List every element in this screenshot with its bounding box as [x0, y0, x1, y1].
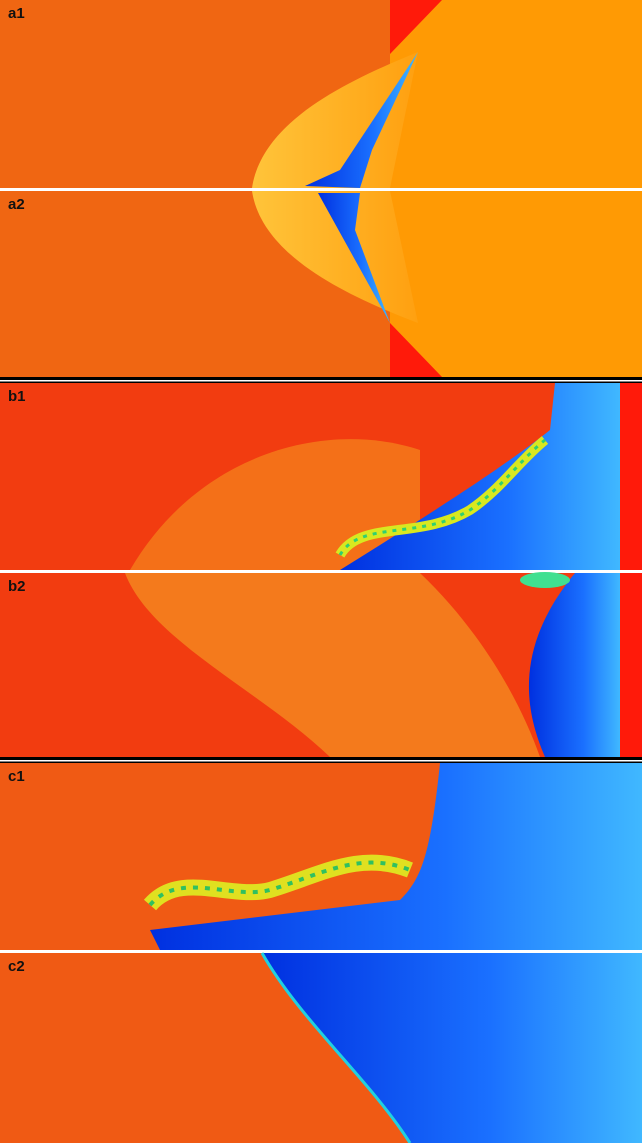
panel: c1 — [0, 763, 642, 950]
panel-label: c1 — [8, 768, 25, 785]
field — [390, 191, 642, 377]
region — [620, 383, 642, 570]
panel-label: a1 — [8, 5, 25, 22]
panel: a2 — [0, 191, 642, 377]
panel: a1 — [0, 0, 642, 188]
panel-label: b2 — [8, 578, 26, 595]
panel: b2 — [0, 572, 642, 757]
separator — [0, 380, 642, 382]
panel: b1 — [0, 383, 642, 570]
separator — [0, 760, 642, 762]
region — [520, 572, 570, 588]
figure: a1 a2 b1 b2 c1 — [0, 0, 642, 1143]
panel-label: b1 — [8, 388, 26, 405]
panel-label: a2 — [8, 196, 25, 213]
separator — [0, 950, 642, 953]
panel-label: c2 — [8, 958, 25, 975]
panel: c2 — [0, 953, 642, 1143]
separator — [0, 188, 642, 191]
region — [620, 573, 642, 757]
field — [390, 0, 642, 188]
